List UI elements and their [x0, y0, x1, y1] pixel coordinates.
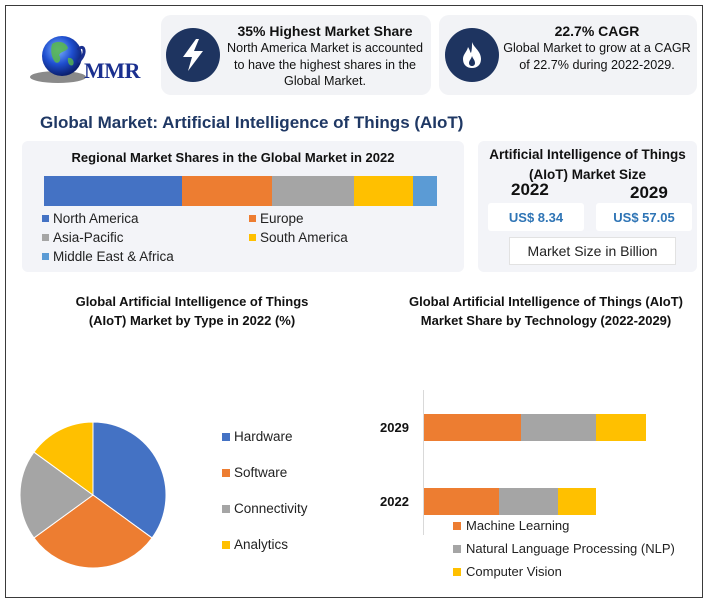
legend-swatch [222, 504, 230, 513]
highlight-card-market-share: 35% Highest Market Share North America M… [161, 15, 431, 95]
legend-item-connectivity: Connectivity [222, 501, 308, 516]
bar-segment-natural-language-processing-nlp-2022 [498, 488, 559, 515]
page-title: Global Market: Artificial Intelligence o… [40, 113, 464, 132]
mmr-logo: MMR [28, 32, 158, 88]
tech-chart-axis [423, 390, 424, 535]
legend-label: Middle East & Africa [53, 249, 174, 264]
legend-item-software: Software [222, 465, 287, 480]
highlight-text: Global Market to grow at a CAGR of 22.7%… [503, 41, 691, 72]
legend-swatch [42, 234, 49, 241]
legend-swatch [453, 521, 461, 530]
legend-swatch [249, 215, 256, 222]
year-2029: 2029 [630, 183, 668, 202]
bar-segment-computer-vision-2029 [595, 414, 647, 441]
axis-label-2022: 2022 [380, 494, 409, 509]
logo-text: MMR [84, 58, 140, 83]
legend-label: Asia-Pacific [53, 230, 124, 245]
bar-segment-computer-vision-2022 [558, 488, 596, 515]
legend-label: Software [234, 465, 288, 480]
bar-segment-middle-east-africa [413, 176, 437, 206]
legend-swatch [42, 215, 49, 222]
highlight-card-cagr: 22.7% CAGR Global Market to grow at a CA… [439, 15, 697, 95]
legend-item-asia-pacific: Asia-Pacific [42, 230, 124, 245]
unit-label: Market Size in Billion [509, 237, 676, 265]
legend-item-europe: Europe [249, 211, 304, 226]
legend-label: South America [260, 230, 348, 245]
legend-label: Connectivity [234, 501, 308, 516]
pie-chart-title: Global Artificial Intelligence of Things… [75, 294, 309, 328]
legend-item-middle-east-africa: Middle East & Africa [42, 249, 174, 264]
legend-label: Hardware [234, 429, 293, 444]
bar-segment-asia-pacific [271, 176, 355, 206]
legend-item-computer-vision: Computer Vision [453, 564, 562, 579]
tech-chart-title: Global Artificial Intelligence of Things… [409, 294, 683, 328]
regional-stacked-bar [44, 176, 437, 206]
pie-slice-analytics [33, 421, 94, 496]
highlight-title: 35% Highest Market Share [237, 23, 413, 39]
legend-item-machine-learning: Machine Learning [453, 518, 569, 533]
legend-swatch [249, 234, 256, 241]
legend-label: Natural Language Processing (NLP) [466, 541, 675, 556]
legend-label: Analytics [234, 537, 289, 552]
legend-swatch [222, 468, 230, 477]
legend-label: Machine Learning [466, 518, 570, 533]
legend-label: Europe [260, 211, 304, 226]
legend-swatch [42, 253, 49, 260]
regional-chart-title: Regional Market Shares in the Global Mar… [71, 150, 395, 165]
globe-icon [30, 36, 86, 83]
bar-segment-machine-learning-2029 [424, 414, 521, 441]
legend-item-north-america: North America [42, 211, 139, 226]
pie-slice-hardware [92, 421, 167, 539]
legend-item-hardware: Hardware [222, 429, 293, 444]
bar-segment-north-america [44, 176, 182, 206]
bar-segment-machine-learning-2022 [424, 488, 499, 515]
highlight-text: North America Market is accounted to hav… [227, 41, 423, 88]
legend-item-south-america: South America [249, 230, 348, 245]
legend-label: Computer Vision [466, 564, 562, 579]
flame-icon [445, 28, 499, 82]
regional-share-panel: Regional Market Shares in the Global Mar… [22, 141, 464, 272]
pie-slice-connectivity [19, 451, 94, 539]
bar-segment-south-america [354, 176, 414, 206]
legend-swatch [222, 540, 230, 549]
highlight-title: 22.7% CAGR [554, 23, 640, 39]
value-2029: US$ 57.05 [596, 203, 692, 231]
legend-label: North America [53, 211, 139, 226]
legend-swatch [453, 567, 461, 576]
type-pie-chart [19, 421, 167, 569]
market-size-title: Artificial Intelligence of Things (AIoT)… [489, 147, 686, 182]
bar-segment-europe [181, 176, 272, 206]
market-size-panel: Artificial Intelligence of Things (AIoT)… [478, 141, 697, 272]
legend-swatch [453, 544, 461, 553]
year-2022: 2022 [511, 180, 549, 199]
value-2022: US$ 8.34 [488, 203, 584, 231]
axis-label-2029: 2029 [380, 420, 409, 435]
legend-swatch [222, 432, 230, 441]
bar-segment-natural-language-processing-nlp-2029 [520, 414, 596, 441]
lightning-icon [166, 28, 220, 82]
legend-item-analytics: Analytics [222, 537, 288, 552]
pie-slice-software [33, 494, 153, 569]
legend-item-natural-language-processing-nlp: Natural Language Processing (NLP) [453, 541, 675, 556]
